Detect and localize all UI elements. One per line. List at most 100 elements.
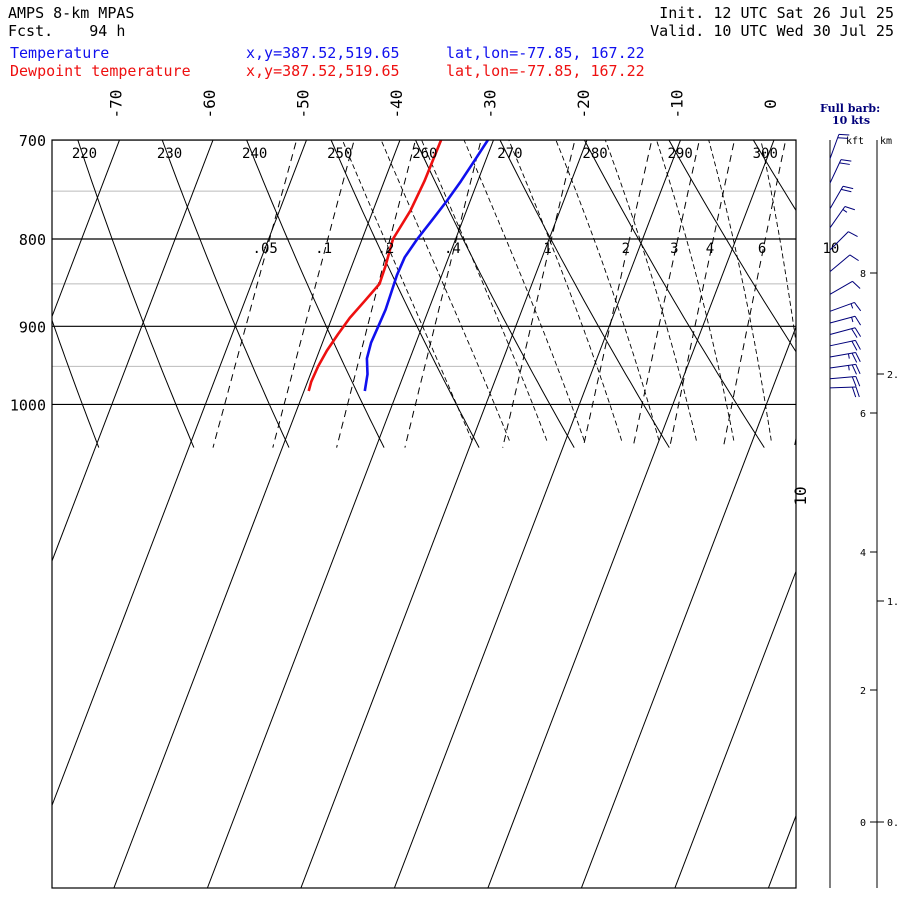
moist-adiabat [801, 74, 846, 441]
dry-adiabat [668, 140, 796, 353]
moist-adiabat [555, 140, 660, 441]
isotherm-label: -70 [107, 90, 126, 119]
wind-barb-staff [829, 206, 846, 229]
theta-label: 230 [157, 146, 182, 162]
wind-barb-flag [842, 185, 854, 190]
theta-label: 260 [412, 146, 437, 162]
wind-barb-staff [829, 363, 856, 369]
wind-barb-flag [855, 352, 861, 363]
dry-adiabat [0, 96, 4, 447]
moist-adiabat [760, 140, 796, 346]
pressure-tick-label: 900 [19, 318, 46, 336]
kft-tick-label: 0 [860, 818, 866, 829]
wind-barb-half [848, 365, 850, 371]
wind-barb-flag [855, 386, 860, 398]
isotherm-label: -30 [481, 90, 500, 119]
wind-barb-flag [851, 364, 857, 375]
dry-adiabat [77, 140, 195, 448]
chart-frame [51, 139, 797, 889]
dry-adiabat [894, 96, 900, 447]
legend-dewpoint-name: Dewpoint temperature [10, 62, 191, 80]
wind-barb-staff [829, 327, 856, 335]
wind-barb-staff [829, 231, 849, 251]
model-title: AMPS 8-km MPAS [8, 4, 135, 22]
isotherm-label: -50 [294, 90, 313, 119]
mixing-ratio-label: .1 [315, 241, 332, 257]
dry-adiabat [246, 140, 385, 448]
isotherm-label: 10 [791, 486, 810, 505]
mixing-ratio-line [793, 435, 796, 448]
wind-barb-flag [839, 162, 850, 165]
barb-legend-line2: 10 kts [832, 114, 871, 127]
isotherm-label: -10 [668, 90, 687, 119]
wind-barb-flag [855, 364, 861, 375]
dry-adiabat [161, 140, 290, 448]
moist-adiabat [656, 140, 735, 441]
wind-barb-staff [829, 301, 855, 312]
wind-barb-flag [854, 316, 862, 326]
theta-label: 220 [72, 146, 97, 162]
wind-barb-staff [829, 185, 844, 209]
kft-tick-label: 6 [860, 409, 866, 420]
moist-adiabat [508, 140, 623, 441]
wind-barb-flag [854, 302, 862, 312]
pressure-tick-label: 1000 [10, 396, 46, 414]
wind-barb-staff [829, 254, 851, 273]
dry-adiabat [330, 140, 480, 448]
legend-temperature-name: Temperature [10, 44, 110, 62]
dry-adiabat [583, 140, 765, 448]
legend-temperature-latlon: lat,lon=-77.85, 167.22 [446, 44, 645, 62]
moist-adiabat [380, 140, 510, 441]
mixing-ratio-line [863, 96, 900, 447]
theta-label: 240 [242, 146, 267, 162]
wind-barb-half [851, 317, 854, 323]
wind-barb-flag [851, 328, 858, 338]
mixing-ratio-line [212, 140, 298, 448]
temperature-line [363, 140, 489, 392]
wind-barb-flag [855, 376, 861, 387]
wind-barb-flag [851, 386, 857, 398]
wind-barb-flag [840, 159, 852, 162]
legend-dewpoint-latlon: lat,lon=-77.85, 167.22 [446, 62, 645, 80]
isotherm [52, 140, 214, 563]
isotherm [674, 569, 796, 888]
forecast-hour: Fcst. 94 h [8, 22, 125, 40]
wind-barb-staff [829, 280, 853, 295]
wind-barb-flag [854, 340, 861, 350]
dry-adiabat [499, 140, 670, 448]
km-tick-label: 0. [887, 818, 899, 829]
pressure-tick-label: 700 [19, 132, 46, 150]
wind-barb-flag [837, 137, 849, 139]
theta-label: 250 [327, 146, 352, 162]
isotherm-label: -20 [574, 90, 593, 119]
wind-barb-staff [829, 386, 857, 389]
legend-dewpoint-xy: x,y=387.52,519.65 [246, 62, 400, 80]
mixing-ratio-label: .2 [377, 241, 394, 257]
mixing-ratio-line [272, 140, 355, 448]
kft-tick-label: 2 [860, 686, 866, 697]
mixing-ratio-label: 6 [758, 241, 766, 257]
mixing-ratio-line [632, 140, 700, 448]
kft-tick-label: 4 [860, 548, 866, 559]
fcst-label: Fcst. [8, 22, 54, 40]
wind-barb-flag [849, 254, 859, 262]
moist-adiabat [463, 140, 585, 441]
wind-barb-staff [829, 339, 856, 347]
mixing-ratio-label: .05 [253, 241, 278, 257]
pressure-tick-label: 800 [19, 231, 46, 249]
wind-barb-flag [851, 352, 858, 363]
theta-label: 300 [753, 146, 778, 162]
fcst-value: 94 h [89, 22, 126, 40]
chart-grid [0, 74, 900, 888]
mixing-ratio-label: .4 [444, 241, 461, 257]
wind-barb-flag [854, 327, 862, 337]
isotherm [300, 140, 588, 888]
kft-label: kft [846, 136, 864, 147]
wind-barb-staff [829, 376, 856, 380]
mixing-ratio-line [722, 140, 787, 448]
legend-temperature-xy: x,y=387.52,519.65 [246, 44, 400, 62]
dry-adiabat [752, 140, 796, 212]
km-tick-label: 1. [887, 597, 899, 608]
mixing-ratio-line [582, 140, 653, 448]
